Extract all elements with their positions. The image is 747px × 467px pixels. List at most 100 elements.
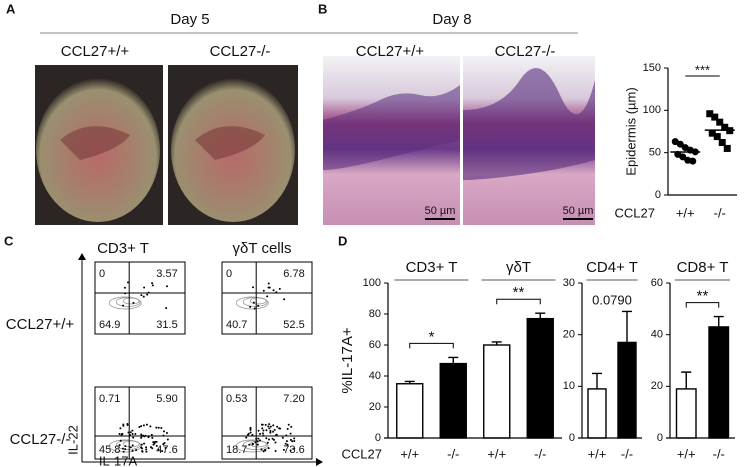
x-tick-label: -/- (713, 446, 725, 461)
event-dot (151, 282, 154, 285)
column-label: CD3+ T (97, 240, 149, 257)
event-dot (157, 426, 160, 429)
event-dot (274, 449, 277, 452)
data-point (708, 129, 716, 137)
quadrant-value: 73.6 (283, 444, 304, 456)
event-dot (261, 432, 264, 435)
column-label: CCL27-/- (495, 43, 556, 60)
data-point (689, 157, 697, 165)
event-dot (157, 448, 160, 451)
event-dot (135, 449, 138, 452)
event-dot (269, 431, 272, 434)
group-title: CD4+ T (586, 259, 638, 276)
error-bar (622, 310, 632, 343)
error-bar (713, 315, 724, 327)
event-dot (155, 426, 158, 429)
event-dot (252, 286, 255, 289)
event-dot (165, 432, 168, 435)
column-label: γδT cells (233, 240, 292, 257)
event-dot (141, 450, 144, 453)
event-dot (249, 431, 252, 434)
sig-bracket (496, 298, 541, 305)
event-dot (142, 424, 145, 427)
event-dot (140, 433, 143, 436)
event-dot (262, 289, 265, 292)
bar (526, 317, 554, 439)
data-point (723, 144, 731, 152)
error-bar (535, 312, 546, 319)
event-dot (274, 441, 277, 444)
event-dot (284, 442, 287, 445)
significance: * (429, 328, 435, 345)
event-dot (269, 429, 272, 432)
bar (675, 388, 697, 439)
event-dot (247, 432, 250, 435)
x-tick-label: -/- (714, 205, 726, 220)
contour (115, 440, 141, 450)
event-dot (286, 443, 289, 446)
quadrant-value: 0 (226, 268, 232, 280)
group-title: CD3+ T (406, 259, 458, 276)
bar (439, 362, 467, 439)
event-dot (289, 438, 292, 441)
event-dot (151, 436, 154, 439)
event-dot (262, 450, 265, 453)
y-tick-label: 150 (643, 62, 661, 74)
error-bar (592, 372, 602, 389)
y-tick-label: 10 (563, 380, 575, 392)
scale-bar-label: 50 µm (425, 205, 456, 217)
event-dot (132, 436, 135, 439)
contour (235, 296, 269, 310)
panel-title: Day 5 (170, 11, 209, 28)
event-dot (118, 444, 121, 447)
event-dot (149, 425, 152, 428)
event-dot (131, 449, 134, 452)
quadrant-value: 0.71 (99, 393, 120, 405)
event-dot (264, 448, 267, 451)
event-dot (251, 442, 254, 445)
event-dot (286, 427, 289, 430)
flow-plot (221, 261, 313, 335)
data-point (706, 110, 714, 118)
event-dot (124, 448, 127, 451)
event-dot (276, 425, 279, 428)
bar (483, 344, 511, 439)
event-dot (252, 301, 255, 304)
significance: ** (697, 288, 709, 305)
event-dot (155, 440, 158, 443)
event-dot (122, 447, 125, 450)
event-dot (131, 433, 134, 436)
y-tick-label: 20 (651, 380, 663, 392)
significance: 0.0790 (592, 292, 632, 307)
histology-panel-b (323, 56, 595, 225)
y-tick-label: 100 (643, 104, 661, 116)
x-tick-label: +/+ (588, 446, 607, 461)
event-dot (147, 436, 150, 439)
y-tick-label: 40 (651, 329, 663, 341)
event-dot (160, 427, 163, 430)
event-dot (273, 428, 276, 431)
error-bar (681, 371, 692, 389)
event-dot (265, 429, 268, 432)
data-point (676, 140, 684, 148)
panel-label: A (6, 1, 16, 16)
contour (122, 297, 140, 305)
event-dot (124, 445, 127, 448)
event-dot (267, 425, 270, 428)
event-dot (268, 286, 271, 289)
event-dot (249, 305, 252, 308)
data-point (721, 123, 729, 131)
data-point (716, 118, 724, 126)
y-tick-label: 0 (375, 432, 381, 444)
data-point (718, 139, 726, 147)
event-dot (266, 295, 269, 298)
sig-bracket (685, 302, 720, 308)
event-dot (150, 433, 153, 436)
y-tick-label: 100 (363, 277, 381, 289)
event-dot (163, 441, 166, 444)
event-dot (164, 447, 167, 450)
contour (249, 297, 267, 305)
quadrant-value: 0 (99, 268, 105, 280)
contour (242, 297, 268, 307)
x-tick-label: +/+ (677, 446, 696, 461)
